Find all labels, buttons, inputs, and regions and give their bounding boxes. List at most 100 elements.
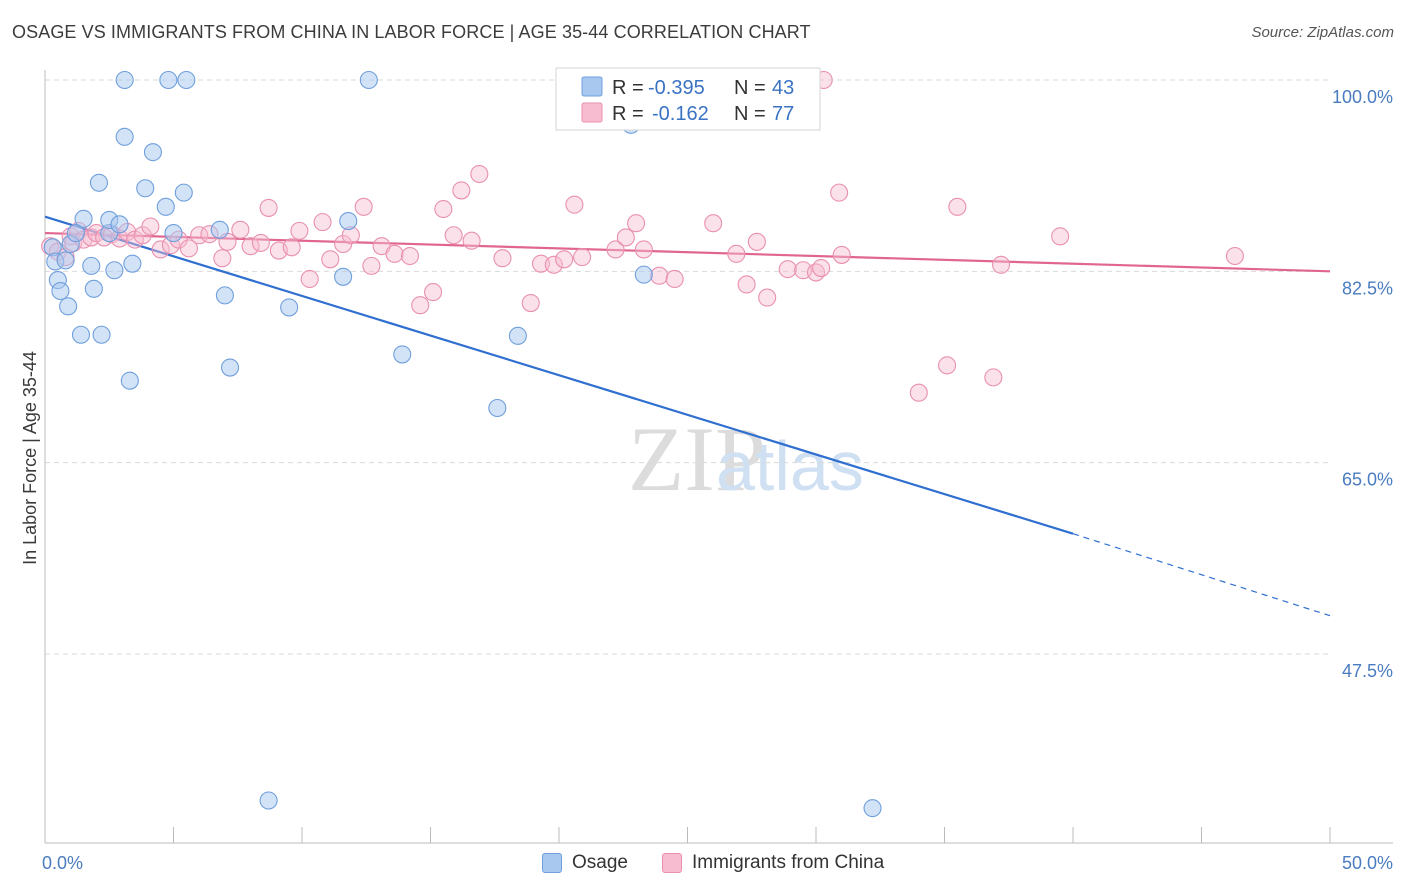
- china-point-52: [555, 250, 574, 269]
- china-point-33: [321, 250, 340, 269]
- legend-item-osage[interactable]: Osage: [542, 852, 628, 874]
- china-point-27: [259, 198, 278, 217]
- china-point-79: [1051, 227, 1070, 246]
- china-point-75: [938, 356, 957, 375]
- china-point-73: [832, 245, 851, 264]
- legend-r-value-osage: -0.395: [648, 77, 705, 99]
- china-point-72: [830, 183, 849, 202]
- osage-trend-line: [44, 215, 1074, 535]
- osage-point-20: [120, 371, 139, 390]
- correlation-legend: R = -0.395 N = 43 R = -0.162 N = 77: [555, 67, 821, 131]
- china-point-54: [573, 248, 592, 267]
- osage-point-34: [334, 267, 353, 286]
- osage-point-11: [84, 279, 103, 298]
- china-point-39: [385, 244, 404, 263]
- osage-point-21: [123, 254, 142, 273]
- china-point-63: [727, 244, 746, 263]
- china-point-61: [665, 269, 684, 289]
- legend-swatch-china: [581, 102, 603, 123]
- china-point-48: [493, 249, 512, 268]
- china-point-26: [251, 233, 270, 252]
- osage-point-38: [488, 398, 507, 418]
- legend-label-osage: Osage: [572, 852, 628, 873]
- osage-point-18: [115, 70, 134, 90]
- china-point-31: [300, 269, 319, 289]
- osage-point-28: [177, 70, 196, 90]
- china-point-25: [241, 237, 260, 256]
- legend-n-label-osage: N =: [734, 77, 766, 99]
- china-point-67: [778, 260, 797, 279]
- china-point-78: [991, 255, 1011, 274]
- china-point-59: [634, 240, 653, 259]
- china-point-36: [354, 197, 373, 216]
- china-point-57: [616, 228, 635, 247]
- china-point-15: [141, 217, 160, 236]
- osage-point-17: [110, 215, 129, 234]
- y-tick-label-0: 100.0%: [1332, 87, 1393, 107]
- chart-title: OSAGE VS IMMIGRANTS FROM CHINA IN LABOR …: [12, 22, 811, 42]
- osage-point-29: [210, 220, 229, 239]
- osage-point-27: [174, 183, 193, 202]
- china-point-22: [213, 249, 232, 268]
- osage-point-12: [89, 173, 109, 192]
- china-point-56: [606, 240, 625, 259]
- china-point-42: [424, 283, 443, 302]
- watermark-atlas: atlas: [716, 427, 864, 505]
- china-point-66: [758, 288, 777, 307]
- china-point-30: [290, 221, 309, 240]
- watermark-zip: ZIP: [628, 408, 766, 510]
- legend-item-china[interactable]: Immigrants from China: [662, 852, 884, 874]
- y-tick-label-3: 47.5%: [1342, 661, 1393, 681]
- china-point-24: [231, 220, 250, 239]
- china-point-74: [909, 383, 928, 402]
- legend-r-label-osage: R =: [612, 77, 644, 99]
- osage-point-23: [143, 143, 162, 162]
- legend-n-value-osage: 43: [772, 77, 794, 99]
- osage-point-26: [164, 224, 183, 243]
- osage-point-32: [259, 791, 278, 810]
- china-point-77: [984, 368, 1003, 387]
- legend-r-value-china: -0.162: [652, 103, 709, 125]
- china-point-64: [737, 275, 756, 294]
- legend-r-label-china: R =: [612, 103, 644, 125]
- china-trend-line: [44, 231, 1331, 273]
- osage-point-41: [634, 265, 653, 284]
- osage-point-13: [92, 325, 111, 344]
- osage-point-9: [74, 209, 93, 228]
- trend-lines: [44, 215, 1331, 617]
- osage-point-42: [863, 799, 882, 818]
- x-tick-label-0: 0.0%: [42, 853, 83, 873]
- china-point-49: [521, 293, 540, 313]
- tick-labels: 100.0% 82.5% 65.0% 47.5% 0.0% 50.0%: [42, 87, 1393, 873]
- series-legend: Osage Immigrants from China: [0, 852, 1406, 878]
- osage-point-19: [115, 127, 134, 146]
- osage-trend-extension: [1072, 533, 1331, 617]
- osage-point-35: [339, 211, 358, 231]
- osage-point-7: [66, 224, 85, 243]
- china-point-51: [544, 255, 563, 274]
- legend-n-value-china: 77: [772, 103, 794, 125]
- china-point-76: [948, 197, 967, 216]
- legend-swatch-china-bottom: [662, 853, 682, 873]
- osage-point-4: [56, 251, 75, 270]
- china-point-46: [462, 231, 481, 250]
- osage-point-24: [156, 197, 175, 216]
- osage-point-5: [59, 297, 78, 316]
- china-point-37: [362, 256, 381, 275]
- china-point-50: [531, 254, 551, 273]
- osage-point-16: [105, 261, 124, 280]
- legend-swatch-osage: [581, 76, 603, 97]
- china-point-62: [704, 214, 723, 233]
- axes: [44, 70, 1393, 844]
- osage-point-37: [393, 345, 412, 364]
- osage-point-25: [159, 70, 178, 90]
- y-tick-label-1: 82.5%: [1342, 278, 1393, 298]
- legend-swatch-osage-bottom: [542, 853, 562, 873]
- osage-point-30: [215, 286, 234, 305]
- china-point-70: [812, 259, 831, 278]
- osage-points: [43, 70, 882, 818]
- china-point-60: [650, 266, 669, 285]
- china-point-53: [565, 195, 584, 214]
